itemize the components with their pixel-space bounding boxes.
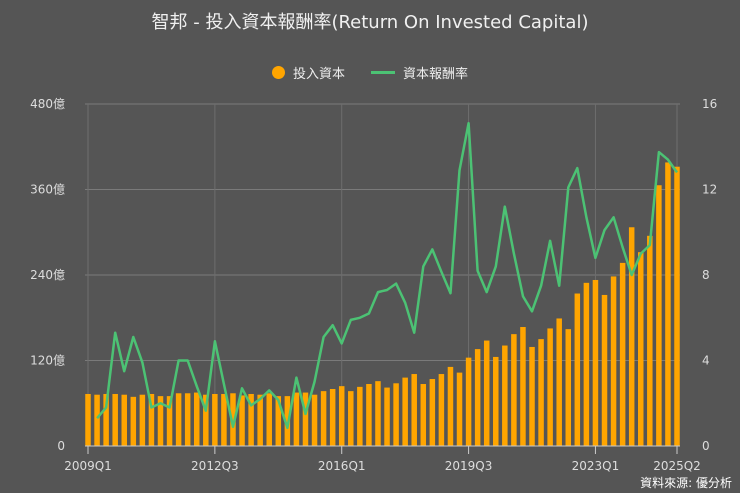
legend-label: 投入資本 (292, 67, 345, 82)
x-axis-tick-label: 2023Q1 (572, 459, 620, 473)
legend-label: 資本報酬率 (403, 67, 469, 82)
left-axis-tick-label: 0 (57, 439, 65, 453)
bar-invested-capital (248, 393, 254, 446)
bar-invested-capital (175, 393, 182, 446)
bar-invested-capital (338, 386, 345, 446)
bar-invested-capital (139, 394, 146, 446)
bar-invested-capital (366, 384, 372, 446)
bar-invested-capital (302, 392, 309, 446)
bar-invested-capital (465, 357, 472, 446)
legend-item-roic[interactable]: 資本報酬率 (371, 63, 468, 82)
left-axis-tick-label: 360億 (30, 183, 65, 197)
bar-invested-capital (148, 393, 155, 446)
bar-invested-capital (565, 329, 572, 446)
left-axis-tick-label: 240億 (30, 268, 65, 282)
bar-invested-capital (221, 393, 227, 446)
bar-invested-capital (592, 279, 599, 446)
bar-invested-capital (628, 227, 635, 446)
bar-invested-capital (583, 282, 590, 446)
legend-item-invested-capital[interactable]: 投入資本 (271, 63, 345, 82)
right-axis-tick-label: 0 (702, 439, 710, 453)
left-axis-tick-label: 480億 (30, 97, 65, 111)
x-axis-tick-label: 2009Q1 (64, 459, 112, 473)
bar-invested-capital (411, 374, 417, 446)
right-axis-tick-label: 8 (702, 268, 710, 282)
bar-invested-capital (203, 394, 209, 446)
bar-invested-capital (520, 327, 526, 446)
bar-invested-capital (574, 293, 581, 446)
bar-invested-capital (556, 318, 562, 446)
bar-invested-capital (184, 393, 191, 446)
bar-invested-capital (193, 392, 200, 446)
bar-invested-capital (239, 395, 245, 446)
bar-invested-capital (547, 328, 553, 446)
bar-invested-capital (429, 379, 436, 446)
x-axis-tick-label: 2019Q3 (445, 459, 493, 473)
bar-invested-capital (320, 391, 327, 446)
left-axis-tick-label: 120億 (30, 354, 65, 368)
right-axis-tick-label: 4 (702, 354, 710, 368)
bar-invested-capital (529, 346, 535, 446)
bar-invested-capital (438, 374, 445, 446)
right-axis-tick-label: 12 (702, 183, 717, 197)
bar-invested-capital (647, 235, 653, 446)
bar-invested-capital (275, 396, 282, 446)
bar-invested-capital (538, 339, 544, 446)
bar-invested-capital (348, 391, 354, 446)
bar-invested-capital (375, 381, 381, 446)
bar-invested-capital (665, 162, 671, 447)
chart-title: 智邦 - 投入資本報酬率(Return On Invested Capital) (151, 12, 589, 33)
bar-invested-capital (493, 356, 499, 446)
bar-invested-capital (393, 383, 399, 446)
bar-invested-capital (94, 394, 100, 446)
bar-invested-capital (456, 372, 463, 446)
bar-invested-capital (674, 166, 680, 446)
bar-invested-capital (610, 276, 617, 446)
bar-invested-capital (212, 393, 218, 446)
bar-legend-marker-icon (271, 66, 285, 79)
x-axis-tick-label: 2012Q3 (191, 459, 239, 473)
bar-invested-capital (257, 394, 263, 446)
x-axis-tick-label: 2016Q1 (318, 459, 366, 473)
bar-invested-capital (511, 334, 517, 446)
bar-invested-capital (447, 366, 454, 446)
bar-invested-capital (656, 185, 662, 446)
bar-invested-capital (329, 389, 336, 446)
bar-invested-capital (112, 393, 118, 446)
bar-invested-capital (619, 262, 626, 446)
bar-invested-capital (474, 349, 481, 446)
bar-invested-capital (121, 394, 127, 446)
right-axis-tick-label: 16 (702, 97, 717, 111)
bar-invested-capital (502, 345, 508, 446)
bar-invested-capital (483, 340, 490, 446)
bar-invested-capital (638, 252, 644, 446)
bar-invested-capital (130, 396, 137, 446)
bar-invested-capital (103, 393, 109, 446)
bar-invested-capital (85, 393, 91, 446)
bar-invested-capital (384, 387, 390, 446)
bar-invested-capital (420, 384, 427, 446)
bar-invested-capital (266, 393, 272, 446)
legend: 投入資本 資本報酬率 (0, 63, 740, 82)
line-legend-marker-icon (371, 71, 395, 74)
bar-invested-capital (293, 392, 300, 446)
source-note: 資料來源: 優分析 (640, 476, 732, 490)
bar-invested-capital (230, 393, 236, 446)
bar-invested-capital (601, 294, 608, 446)
bar-invested-capital (357, 386, 363, 446)
bar-invested-capital (402, 377, 408, 446)
bar-invested-capital (157, 396, 164, 446)
bar-invested-capital (311, 394, 318, 446)
x-axis-tick-label: 2025Q2 (653, 459, 701, 473)
bar-invested-capital (166, 396, 173, 446)
